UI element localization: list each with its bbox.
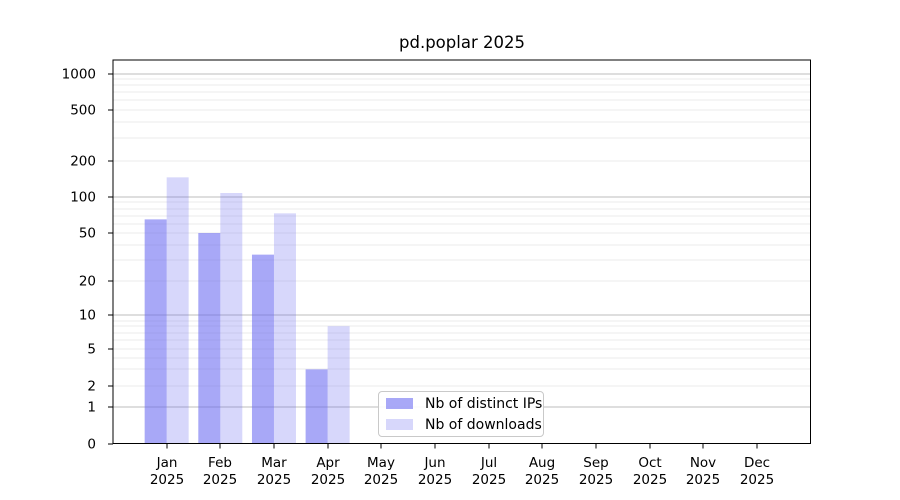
- x-tick-label-month: Feb: [208, 455, 232, 471]
- y-tick-label: 5: [87, 342, 96, 358]
- bar-distinct-ips-jan: [144, 219, 167, 444]
- x-tick-label-year: 2025: [525, 472, 559, 488]
- legend-label-downloads: Nb of downloads: [425, 416, 542, 433]
- x-tick-label-month: Sep: [583, 455, 608, 471]
- series-distinct-ips: [144, 219, 328, 444]
- y-tick-label: 10: [79, 308, 96, 324]
- x-tick-label-month: Aug: [529, 455, 555, 471]
- bar-downloads-apr: [327, 326, 350, 444]
- x-tick-labels: Jan2025Feb2025Mar2025Apr2025May2025Jun20…: [150, 455, 774, 488]
- x-tick-label-year: 2025: [686, 472, 720, 488]
- legend-item-downloads: Nb of downloads: [386, 416, 543, 433]
- x-tick-label-month: Jan: [156, 455, 178, 471]
- y-tick-label: 0: [87, 437, 96, 453]
- x-tick-label-month: Oct: [638, 455, 661, 471]
- x-tick-label-year: 2025: [579, 472, 613, 488]
- bar-distinct-ips-feb: [198, 233, 221, 444]
- y-tick-label: 500: [70, 103, 96, 119]
- bar-distinct-ips-apr: [305, 369, 328, 444]
- y-tick-label: 50: [79, 226, 96, 242]
- y-tick-label: 2: [87, 379, 96, 395]
- bar-downloads-jan: [166, 177, 189, 444]
- plot-border: [112, 59, 811, 444]
- bar-downloads-feb: [220, 193, 243, 444]
- chart-title: pd.poplar 2025: [399, 33, 525, 52]
- bar-downloads-mar: [273, 213, 296, 444]
- x-tick-label-year: 2025: [257, 472, 291, 488]
- x-tick-label-month: Jul: [480, 455, 497, 471]
- legend: Nb of distinct IPs Nb of downloads: [378, 391, 544, 437]
- x-tick-label-year: 2025: [472, 472, 506, 488]
- x-tick-label-year: 2025: [418, 472, 452, 488]
- x-tick-label-year: 2025: [633, 472, 667, 488]
- x-tick-label-year: 2025: [740, 472, 774, 488]
- x-tick-label-month: May: [367, 455, 395, 471]
- legend-swatch-downloads: [386, 419, 413, 430]
- minor-gridlines: [113, 78, 811, 387]
- y-tick-label: 200: [70, 154, 96, 170]
- y-tick-label: 100: [70, 190, 96, 206]
- x-tick-label-year: 2025: [203, 472, 237, 488]
- x-tick-label-year: 2025: [311, 472, 345, 488]
- x-tick-label-month: Mar: [261, 455, 287, 471]
- x-tick-label-month: Dec: [744, 455, 770, 471]
- x-tick-label-year: 2025: [150, 472, 184, 488]
- bar-distinct-ips-mar: [251, 254, 274, 444]
- x-tick-label-month: Apr: [316, 455, 340, 471]
- legend-label-distinct-ips: Nb of distinct IPs: [425, 395, 543, 412]
- tick-marks: [108, 73, 758, 449]
- y-tick-label: 1: [87, 400, 96, 416]
- x-tick-label-year: 2025: [364, 472, 398, 488]
- legend-item-distinct-ips: Nb of distinct IPs: [386, 395, 543, 412]
- legend-swatch-distinct-ips: [386, 398, 413, 409]
- y-tick-label: 1000: [62, 67, 96, 83]
- x-tick-label-month: Jun: [423, 455, 445, 471]
- series-downloads: [166, 177, 350, 444]
- x-tick-label-month: Nov: [690, 455, 716, 471]
- y-tick-label: 20: [79, 274, 96, 290]
